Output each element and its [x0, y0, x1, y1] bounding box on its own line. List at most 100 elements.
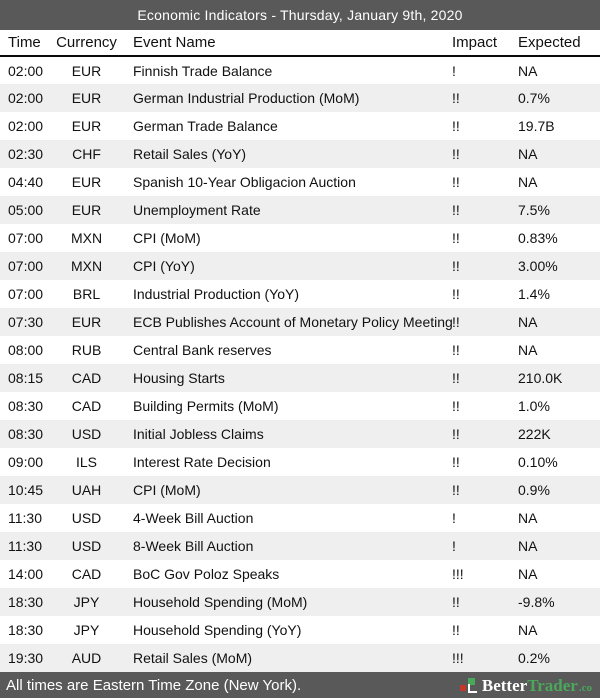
impact-cell: !! — [452, 342, 460, 358]
event-name-cell: Housing Starts — [133, 370, 225, 386]
impact-cell: !! — [452, 202, 460, 218]
time-cell: 07:30 — [8, 314, 44, 330]
time-cell: 05:00 — [8, 202, 44, 218]
currency-cell: CAD — [71, 370, 102, 386]
green-candle-square — [467, 677, 475, 685]
currency-cell: EUR — [71, 174, 102, 190]
impact-cell: !! — [452, 230, 460, 246]
impact-cell: !! — [452, 482, 460, 498]
impact-cell: !! — [452, 594, 460, 610]
time-cell: 04:40 — [8, 174, 44, 190]
time-cell: 08:30 — [8, 398, 44, 414]
footer-bar: All times are Eastern Time Zone (New Yor… — [0, 672, 600, 698]
time-cell: 18:30 — [8, 622, 44, 638]
event-name-cell: Retail Sales (YoY) — [133, 146, 247, 162]
time-cell: 08:30 — [8, 426, 44, 442]
time-cell: 14:00 — [8, 566, 44, 582]
table-row: 04:40 EUR Spanish 10-Year Obligacion Aucti… — [0, 168, 600, 196]
column-header-expected: Expected — [510, 30, 600, 57]
table-row: 02:00 EUR German Industrial Production (Mo… — [0, 84, 600, 112]
impact-cell: !! — [452, 286, 460, 302]
impact-cell: !! — [452, 398, 460, 414]
expected-cell: 3.00% — [518, 258, 558, 274]
time-cell: 07:00 — [8, 258, 44, 274]
time-cell: 19:30 — [8, 650, 44, 666]
column-header-time: Time — [0, 30, 48, 57]
table-row: 14:00 CAD BoC Gov Poloz Speaks!!! NA — [0, 560, 600, 588]
currency-cell: AUD — [71, 650, 102, 666]
impact-cell: !! — [452, 146, 460, 162]
table-row: 08:30 USD Initial Jobless Claims!! 222K — [0, 420, 600, 448]
expected-cell: NA — [518, 314, 538, 330]
event-name-cell: Interest Rate Decision — [133, 454, 271, 470]
currency-cell: USD — [71, 538, 102, 554]
table-row: 11:30 USD 8-Week Bill Auction! NA — [0, 532, 600, 560]
event-name-cell: Household Spending (YoY) — [133, 622, 302, 638]
table-row: 07:00 MXN CPI (MoM)!! 0.83% — [0, 224, 600, 252]
impact-cell: ! — [452, 62, 456, 79]
chart-axis-bracket — [467, 683, 477, 693]
time-cell: 11:30 — [8, 538, 42, 554]
time-cell: 07:00 — [8, 230, 44, 246]
expected-cell: 0.7% — [518, 90, 550, 106]
expected-cell: NA — [518, 622, 538, 638]
economic-indicators-table: Time Currency Event Name Impact Expected… — [0, 30, 600, 672]
time-cell: 02:00 — [8, 62, 44, 79]
table-row: 10:45 UAH CPI (MoM)!! 0.9% — [0, 476, 600, 504]
table-row: 19:30 AUD Retail Sales (MoM)!!! 0.2% — [0, 644, 600, 672]
time-cell: 18:30 — [8, 594, 44, 610]
currency-cell: BRL — [72, 286, 101, 302]
column-header-impact: Impact — [445, 30, 510, 57]
time-cell: 02:00 — [8, 90, 44, 106]
table-row: 07:30 EUR ECB Publishes Account of Monetar… — [0, 308, 600, 336]
impact-cell: !! — [452, 622, 460, 638]
currency-cell: CAD — [71, 566, 102, 582]
brand-name-trader: Trader — [527, 675, 578, 695]
event-name-cell: 4-Week Bill Auction — [133, 510, 254, 526]
currency-cell: MXN — [70, 230, 103, 246]
event-table-body: 02:00 EUR Finnish Trade Balance! NA 02:00 EUR… — [0, 56, 600, 672]
currency-cell: CAD — [71, 398, 102, 414]
time-cell: 08:00 — [8, 342, 44, 358]
event-name-cell: Unemployment Rate — [133, 202, 261, 218]
column-header-event-name: Event Name — [125, 30, 445, 57]
event-name-cell: Household Spending (MoM) — [133, 594, 308, 610]
brand-tld: .co — [578, 681, 592, 694]
event-name-cell: ECB Publishes Account of Monetary Policy… — [133, 314, 453, 330]
event-name-cell: Central Bank reserves — [133, 342, 272, 358]
expected-cell: 1.4% — [518, 286, 550, 302]
currency-cell: EUR — [71, 314, 102, 330]
table-header: Time Currency Event Name Impact Expected — [0, 30, 600, 57]
currency-cell: EUR — [71, 90, 102, 106]
column-header-currency: Currency — [48, 30, 125, 57]
impact-cell: !! — [452, 314, 460, 330]
currency-cell: JPY — [73, 622, 100, 638]
expected-cell: 0.10% — [518, 454, 558, 470]
timezone-note: All times are Eastern Time Zone (New Yor… — [6, 676, 302, 694]
expected-cell: NA — [518, 174, 538, 190]
currency-cell: EUR — [71, 118, 102, 134]
impact-cell: ! — [452, 538, 456, 554]
currency-cell: ILS — [75, 454, 97, 470]
time-cell: 02:00 — [8, 118, 44, 134]
event-name-cell: German Industrial Production (MoM) — [133, 90, 360, 106]
event-name-cell: Finnish Trade Balance — [133, 62, 273, 79]
event-name-cell: Initial Jobless Claims — [133, 426, 264, 442]
time-cell: 09:00 — [8, 454, 44, 470]
time-cell: 10:45 — [8, 482, 44, 498]
event-name-cell: German Trade Balance — [133, 118, 278, 134]
expected-cell: 7.5% — [518, 202, 550, 218]
bettertrader-logo[interactable]: Better Trader .co — [459, 675, 592, 695]
expected-cell: 0.83% — [518, 230, 558, 246]
impact-cell: !!! — [452, 566, 464, 582]
event-name-cell: Retail Sales (MoM) — [133, 650, 253, 666]
expected-cell: 0.9% — [518, 482, 550, 498]
event-name-cell: BoC Gov Poloz Speaks — [133, 566, 280, 582]
expected-cell: NA — [518, 510, 538, 526]
time-cell: 02:30 — [8, 146, 44, 162]
event-name-cell: CPI (YoY) — [133, 258, 195, 274]
title-bar: Economic Indicators - Thursday, January … — [0, 0, 600, 30]
expected-cell: 222K — [518, 426, 551, 442]
expected-cell: NA — [518, 342, 538, 358]
currency-cell: EUR — [71, 62, 102, 79]
